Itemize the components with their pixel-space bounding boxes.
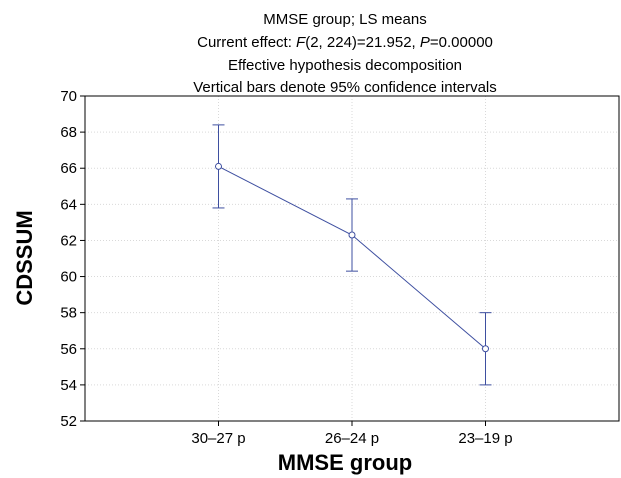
x-axis-ticks: 30–27 p 26–24 p 23–19 p: [191, 421, 513, 447]
y-axis-title: CDSSUM: [12, 210, 37, 305]
x-axis-title: MMSE group: [278, 450, 412, 475]
data-point-marker: [215, 162, 222, 170]
y-tick-label: 68: [60, 124, 77, 141]
y-tick-label: 62: [60, 232, 77, 249]
y-tick-label: 58: [60, 305, 77, 322]
title-line-4: Vertical bars denote 95% confidence inte…: [193, 79, 497, 96]
title-line-2: Current effect: F(2, 224)=21.952, P=0.00…: [197, 34, 493, 51]
y-axis-ticks: 52 54 56 58 60 62 64 66 68 70: [60, 88, 85, 430]
data-point-marker: [348, 231, 356, 239]
y-tick-label: 56: [60, 341, 77, 358]
y-tick-label: 54: [60, 377, 77, 394]
chart-title: MMSE group; LS means Current effect: F(2…: [193, 11, 497, 96]
y-tick-label: 70: [60, 88, 77, 105]
data-point-marker: [482, 345, 489, 353]
series: [212, 124, 492, 386]
y-tick-label: 66: [60, 160, 77, 177]
title-line-1: MMSE group; LS means: [263, 11, 426, 28]
y-tick-label: 64: [60, 196, 77, 213]
y-tick-label: 52: [60, 413, 77, 430]
y-tick-label: 60: [60, 269, 77, 286]
x-tick-label: 23–19 p: [458, 430, 512, 447]
x-tick-label: 30–27 p: [191, 430, 245, 447]
title-line-3: Effective hypothesis decomposition: [228, 57, 462, 74]
x-tick-label: 26–24 p: [325, 430, 379, 447]
